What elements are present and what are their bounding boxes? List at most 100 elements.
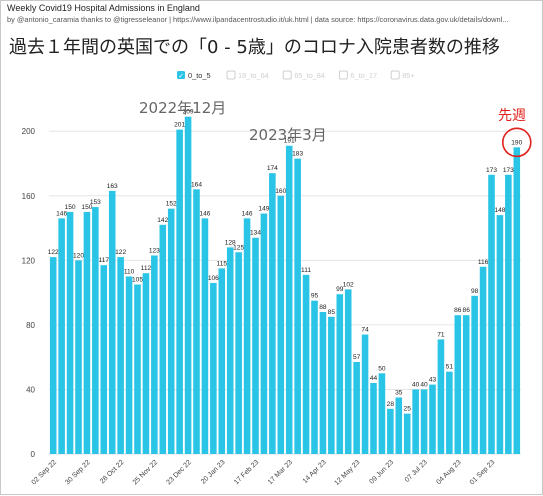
bar-value-label: 150 — [81, 204, 92, 211]
bar — [125, 276, 133, 454]
bar — [167, 208, 175, 454]
x-tick-label: 01 Sep 23 — [469, 459, 497, 487]
bar — [437, 339, 445, 454]
y-tick-label: 40 — [26, 385, 35, 394]
bar-value-label: 106 — [208, 275, 219, 282]
bar — [488, 174, 495, 454]
chart-header-title: Weekly Covid19 Hospital Admissions in En… — [7, 3, 200, 13]
bar — [403, 413, 411, 454]
y-tick-label: 160 — [22, 192, 36, 201]
legend-swatch-inactive — [282, 70, 292, 80]
bar-value-label: 209 — [183, 109, 194, 116]
bar — [201, 218, 209, 454]
bar — [328, 316, 335, 454]
bar — [184, 116, 192, 455]
bar-value-label: 86 — [463, 307, 471, 314]
x-tick-label: 30 Sep 22 — [64, 459, 92, 487]
bar — [378, 373, 386, 454]
bar — [58, 218, 65, 454]
bar — [311, 300, 318, 454]
legend-swatch-inactive — [338, 70, 348, 80]
bar — [151, 255, 158, 454]
bar — [83, 211, 91, 454]
bar — [361, 334, 369, 454]
x-tick-label: 09 Jun 23 — [369, 459, 396, 486]
bar — [446, 371, 453, 454]
bar-value-label: 74 — [361, 327, 369, 334]
bar-value-label: 95 — [311, 293, 319, 300]
bar-value-label: 173 — [503, 167, 514, 174]
bar — [370, 382, 377, 454]
bar-value-label: 160 — [275, 188, 286, 195]
bar-value-label: 122 — [48, 249, 59, 256]
bar-value-label: 190 — [511, 139, 522, 146]
legend-check-icon: ✓ — [178, 72, 184, 80]
bar-value-label: 149 — [258, 206, 269, 213]
bar — [100, 265, 108, 454]
legend-label: 85+ — [402, 71, 415, 80]
x-tick-label: 20 Jan 23 — [200, 459, 227, 486]
bar-value-label: 110 — [124, 268, 135, 275]
bar-value-label: 98 — [471, 288, 479, 295]
bar-value-label: 35 — [395, 390, 403, 397]
chart-credit-line: by @antonio_caramia thanks to @tigressel… — [7, 15, 509, 24]
legend-swatch — [177, 71, 185, 79]
bar-value-label: 142 — [157, 217, 168, 224]
x-tick-label: 07 Jul 23 — [404, 459, 429, 484]
bar — [193, 189, 200, 454]
bar — [420, 389, 428, 454]
bar-value-label: 85 — [328, 309, 336, 316]
bar-value-label: 120 — [73, 252, 84, 259]
bar — [269, 173, 276, 454]
bar-value-label: 25 — [404, 406, 412, 413]
legend-swatch-inactive — [226, 70, 236, 80]
bar-value-label: 71 — [437, 331, 445, 338]
legend-label: 18_to_64 — [238, 71, 269, 80]
bar-value-label: 152 — [166, 201, 177, 208]
bar-value-label: 201 — [174, 122, 185, 129]
bar — [412, 389, 419, 454]
bar — [471, 295, 478, 454]
bar — [142, 273, 150, 454]
bar-value-label: 163 — [107, 183, 118, 190]
bar-value-label: 146 — [242, 210, 253, 217]
bar-value-label: 115 — [217, 260, 228, 267]
bar-value-label: 86 — [454, 307, 462, 314]
legend-label: 65_to_84 — [294, 71, 325, 80]
bar — [176, 129, 183, 455]
bar-value-label: 123 — [149, 247, 160, 254]
bar — [49, 257, 57, 454]
bar — [66, 211, 74, 454]
legend-swatch-inactive — [390, 70, 400, 80]
bar — [387, 408, 394, 454]
y-tick-label: 80 — [26, 321, 35, 330]
x-tick-label: 04 Aug 23 — [435, 459, 462, 486]
bar — [243, 218, 251, 454]
bar — [108, 190, 116, 454]
bar — [479, 266, 487, 454]
bar-value-label: 50 — [378, 365, 386, 372]
bar — [395, 397, 403, 454]
bar-value-label: 164 — [191, 181, 202, 188]
bar — [429, 384, 436, 454]
bar — [159, 224, 167, 454]
bar-value-label: 44 — [370, 375, 378, 382]
bar — [294, 158, 301, 454]
bar — [513, 147, 521, 455]
bar-value-label: 146 — [56, 210, 67, 217]
bar-value-label: 173 — [486, 167, 497, 174]
page-title: 過去１年間の英国での「0 - 5歳」のコロナ入院患者数の推移 — [9, 37, 500, 58]
bar-value-label: 111 — [301, 267, 311, 274]
bar-value-label: 51 — [446, 364, 454, 371]
bar — [235, 252, 242, 454]
bar-value-label: 174 — [267, 165, 278, 172]
bar-value-label: 43 — [429, 377, 437, 384]
bar-value-label: 88 — [319, 304, 327, 311]
bar-value-label: 128 — [225, 239, 236, 246]
y-tick-label: 120 — [22, 256, 36, 265]
bar-value-label: 117 — [99, 257, 110, 264]
bar-value-label: 125 — [233, 244, 244, 251]
bar — [252, 237, 259, 454]
bar — [285, 145, 293, 455]
